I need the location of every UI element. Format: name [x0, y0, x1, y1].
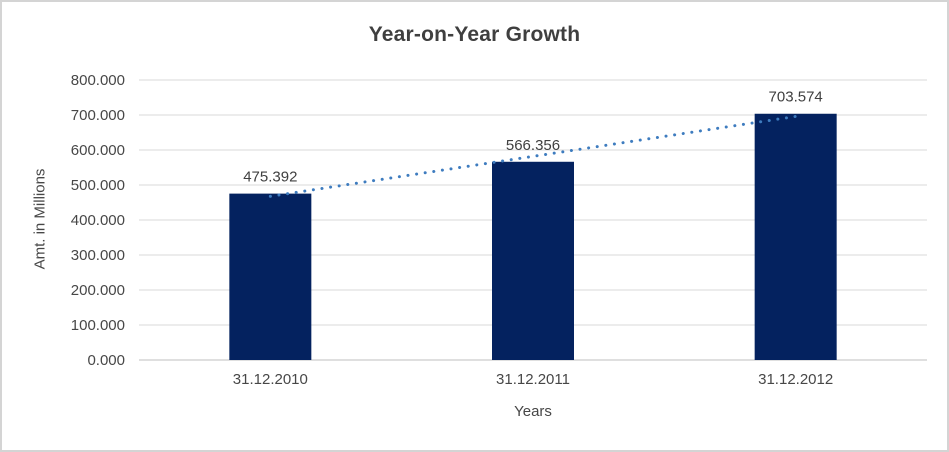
bar [754, 113, 837, 360]
x-category-label: 31.12.2012 [758, 371, 833, 388]
x-category-label: 31.12.2011 [496, 371, 570, 388]
bar [229, 193, 312, 360]
y-tick-label: 800.000 [71, 72, 125, 89]
bar-value-label: 475.392 [243, 169, 297, 186]
x-axis-title: Years [514, 403, 552, 420]
bar-value-label: 566.356 [506, 137, 560, 154]
trendline [268, 114, 798, 198]
bar-value-label: 703.574 [769, 89, 823, 106]
y-tick-label: 100.000 [71, 317, 125, 334]
x-category-label: 31.12.2010 [233, 371, 308, 388]
y-tick-label: 700.000 [71, 107, 125, 124]
chart-title: Year-on-Year Growth [368, 23, 581, 46]
y-tick-label: 500.000 [71, 177, 125, 194]
bar [492, 161, 574, 360]
y-tick-label: 200.000 [71, 282, 125, 299]
y-tick-label: 600.000 [71, 142, 125, 159]
y-tick-label: 300.000 [71, 247, 125, 264]
y-tick-label: 0.000 [87, 352, 125, 369]
y-tick-label: 400.000 [71, 212, 125, 229]
